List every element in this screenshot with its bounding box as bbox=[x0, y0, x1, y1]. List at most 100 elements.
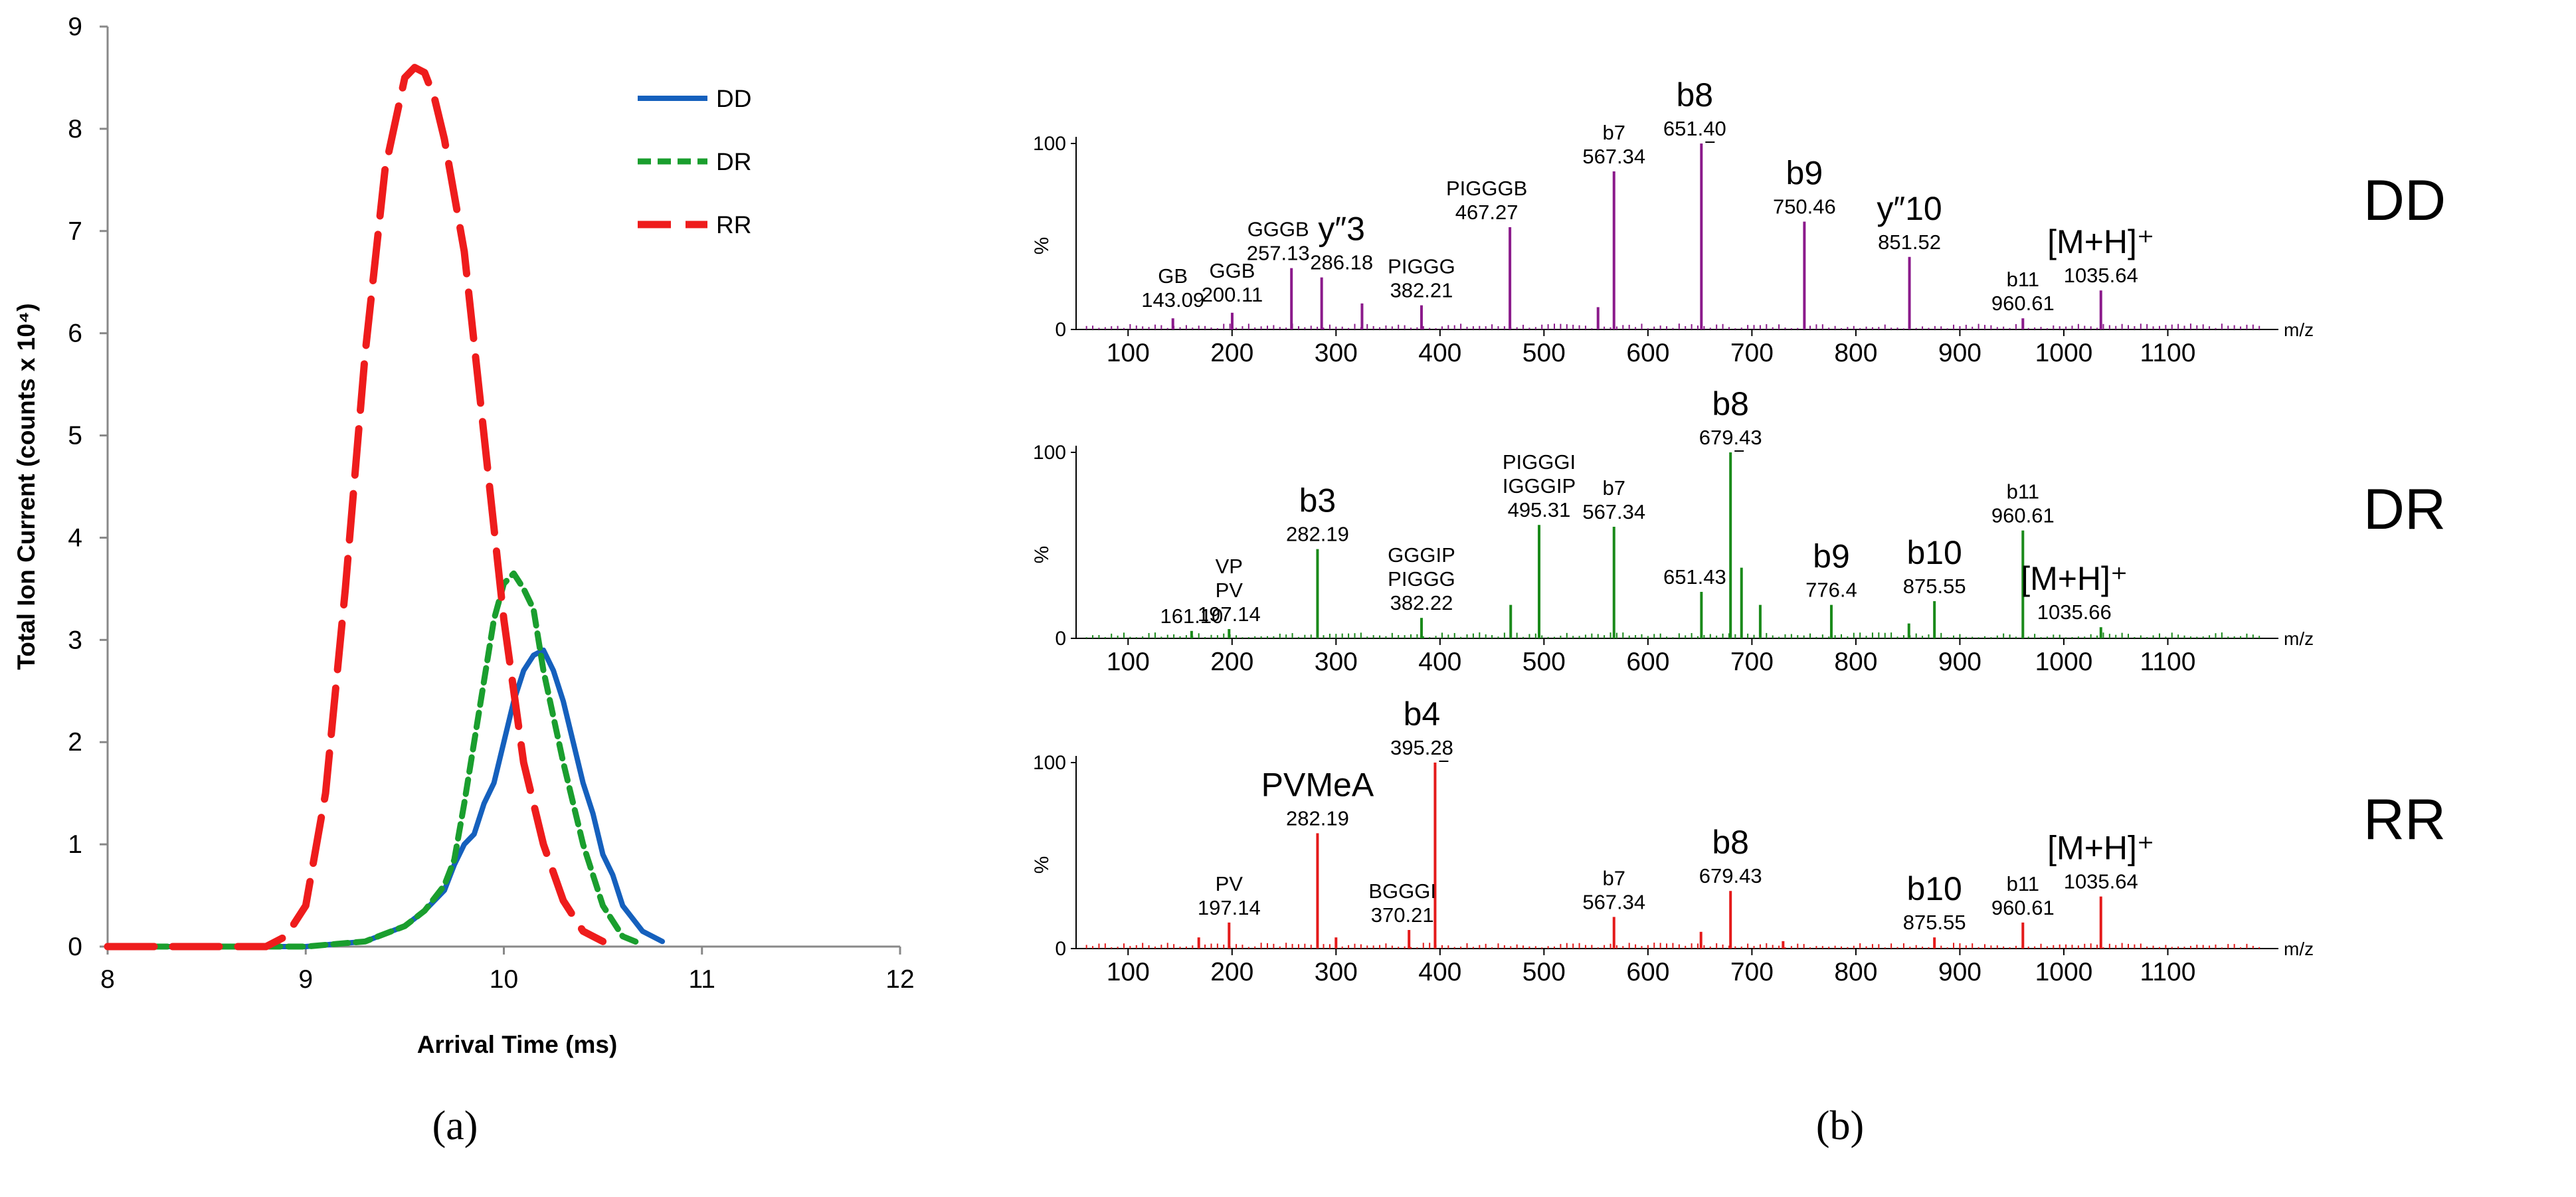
legend-label-dd: DD bbox=[716, 85, 751, 112]
x-unit-label: m/z bbox=[2284, 939, 2314, 959]
peak-mz-label: 1035.64 bbox=[2064, 870, 2138, 893]
peak-ion-label: b7 bbox=[1603, 476, 1625, 500]
x-tick-label: 300 bbox=[1315, 339, 1358, 367]
peak-mz-label: 679.43 bbox=[1699, 864, 1762, 887]
x-tick-label: 500 bbox=[1522, 958, 1566, 986]
x-axis-label: Arrival Time (ms) bbox=[417, 1031, 618, 1058]
series-line-dd bbox=[105, 647, 666, 949]
peak-mz-label: 495.31 bbox=[1508, 498, 1571, 521]
peak-ion-label: [M+H]⁺ bbox=[2047, 223, 2154, 260]
y-tick-label: 7 bbox=[68, 217, 82, 246]
peak-mz-label: 382.22 bbox=[1390, 591, 1453, 614]
series-line-dr bbox=[104, 570, 646, 950]
peak-ion-label: VP bbox=[1216, 555, 1243, 578]
peak-mz-label: 197.14 bbox=[1198, 896, 1261, 919]
x-tick-label: 300 bbox=[1315, 958, 1358, 986]
peak-mz-label: IGGGIP bbox=[1503, 474, 1576, 498]
peak-mz-label: 382.21 bbox=[1390, 279, 1453, 302]
x-tick-label: 200 bbox=[1210, 958, 1253, 986]
y-tick-label: 5 bbox=[68, 422, 82, 450]
peak-ion-label: PIGGGB bbox=[1446, 177, 1527, 200]
x-tick-label: 100 bbox=[1107, 339, 1150, 367]
trace-label-rr: RR bbox=[2363, 788, 2446, 852]
peak-ion-label: b4 bbox=[1404, 695, 1441, 733]
peak-ion-label: GGGB bbox=[1247, 218, 1309, 241]
peak-ion-label: PVMeA bbox=[1261, 766, 1374, 803]
x-tick-label: 1100 bbox=[2140, 339, 2196, 367]
y-tick-label: 4 bbox=[68, 523, 82, 552]
x-tick-label: 1000 bbox=[2035, 958, 2093, 986]
trace-label-dd: DD bbox=[2363, 169, 2446, 232]
peak-mz-label: 679.43 bbox=[1699, 426, 1762, 449]
y-tick-label: 6 bbox=[68, 320, 82, 348]
peak-mz-label: 282.19 bbox=[1286, 523, 1349, 546]
y-percent-label: % bbox=[1031, 237, 1053, 255]
x-tick-label: 900 bbox=[1938, 339, 1981, 367]
x-unit-label: m/z bbox=[2284, 628, 2314, 649]
series-line-rr bbox=[104, 64, 607, 951]
peak-ion-label: y″10 bbox=[1877, 190, 1942, 227]
peak-mz-label: PIGGG bbox=[1388, 567, 1455, 591]
peak-ion-label: b11 bbox=[2007, 480, 2039, 504]
x-tick-label: 10 bbox=[490, 965, 518, 994]
x-tick-label: 700 bbox=[1730, 339, 1774, 367]
peak-ion-label: b9 bbox=[1813, 538, 1850, 575]
y-tick-label: 1 bbox=[68, 830, 82, 859]
peak-ion-label: GGGIP bbox=[1388, 543, 1455, 567]
x-tick-label: 400 bbox=[1418, 958, 1461, 986]
peak-mz-label: 257.13 bbox=[1247, 242, 1310, 265]
x-tick-label: 700 bbox=[1730, 958, 1774, 986]
x-tick-label: 900 bbox=[1938, 648, 1981, 676]
peak-mz-label: 197.14 bbox=[1198, 602, 1261, 626]
trace-label-dr: DR bbox=[2363, 478, 2446, 541]
x-tick-label: 100 bbox=[1107, 648, 1150, 676]
peak-ion-label: BGGGI bbox=[1368, 879, 1436, 903]
x-tick-label: 900 bbox=[1938, 958, 1981, 986]
peak-mz-label: 200.11 bbox=[1202, 283, 1263, 306]
x-tick-label: 1100 bbox=[2140, 958, 2196, 986]
peak-ion-label: b9 bbox=[1786, 155, 1823, 192]
x-tick-label: 500 bbox=[1522, 339, 1566, 367]
x-unit-label: m/z bbox=[2284, 320, 2314, 340]
y-percent-label: % bbox=[1031, 856, 1053, 874]
x-tick-label: 1000 bbox=[2035, 339, 2093, 367]
peak-ion-label: b7 bbox=[1603, 866, 1625, 889]
peak-ion-label: PV bbox=[1216, 872, 1243, 895]
x-tick-label: 1000 bbox=[2035, 648, 2093, 676]
legend-label-rr: RR bbox=[716, 211, 751, 238]
x-tick-label: 600 bbox=[1626, 648, 1669, 676]
peak-mz-label: 286.18 bbox=[1310, 251, 1373, 274]
x-tick-label: 9 bbox=[298, 965, 313, 994]
y-tick-label: 8 bbox=[68, 115, 82, 143]
x-tick-label: 500 bbox=[1522, 648, 1566, 676]
y-tick-label: 0 bbox=[1055, 628, 1066, 650]
y-tick-label: 0 bbox=[68, 933, 82, 961]
peak-mz-label: 161.10 bbox=[1160, 604, 1223, 628]
peak-ion-label: b8 bbox=[1677, 76, 1714, 114]
y-axis-label: Total Ion Current (counts x 10⁴) bbox=[13, 303, 40, 670]
y-tick-label: 100 bbox=[1033, 442, 1066, 464]
peak-mz-label: 282.19 bbox=[1286, 806, 1349, 830]
peak-mz-label: 960.61 bbox=[1991, 504, 2055, 527]
x-tick-label: 12 bbox=[885, 965, 914, 994]
x-tick-label: 600 bbox=[1626, 958, 1669, 986]
peak-ion-label: b8 bbox=[1712, 824, 1749, 861]
peak-ion-label: b8 bbox=[1712, 385, 1749, 422]
y-tick-label: 100 bbox=[1033, 133, 1066, 155]
peak-ion-label: GGB bbox=[1210, 259, 1255, 282]
peak-mz-label: 143.09 bbox=[1141, 288, 1204, 312]
x-tick-label: 11 bbox=[689, 965, 716, 994]
y-percent-label: % bbox=[1031, 546, 1053, 564]
peak-ion-label: PIGGGI bbox=[1503, 450, 1576, 474]
x-tick-label: 700 bbox=[1730, 648, 1774, 676]
x-tick-label: 200 bbox=[1210, 339, 1253, 367]
peak-mz-label: 960.61 bbox=[1991, 896, 2055, 919]
peak-ion-label: b10 bbox=[1906, 534, 1962, 571]
y-tick-label: 100 bbox=[1033, 752, 1066, 774]
peak-ion-label: b3 bbox=[1299, 482, 1336, 519]
y-tick-label: 2 bbox=[68, 728, 82, 757]
x-tick-label: 800 bbox=[1834, 648, 1877, 676]
peak-mz-label: 395.28 bbox=[1390, 736, 1453, 759]
peak-ion-label: PIGGG bbox=[1388, 255, 1455, 278]
